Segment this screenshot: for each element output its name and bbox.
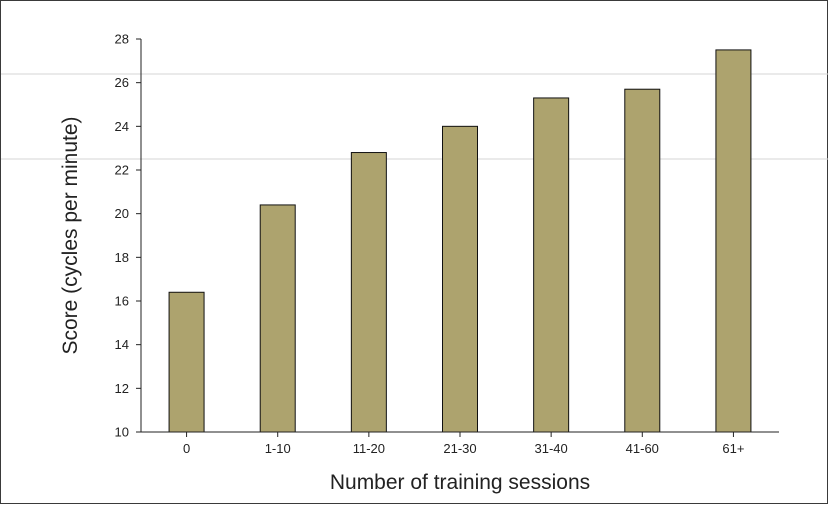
- bar-1-10: [259, 204, 296, 433]
- x-ticks-group: 0 1-10 11-20 21-30 31-40 41-60 61+: [183, 432, 744, 456]
- x-axis-title: Number of training sessions: [330, 471, 590, 494]
- x-tick-label: 11-20: [353, 441, 385, 456]
- bar-31-40: [533, 97, 570, 433]
- y-tick-label: 14: [115, 337, 129, 352]
- x-tick-label: 41-60: [626, 441, 659, 456]
- y-axis-title: Score (cycles per minute): [59, 116, 82, 354]
- x-tick-label: 0: [183, 441, 190, 456]
- bar-11-20: [350, 152, 387, 433]
- y-tick-label: 20: [115, 206, 129, 221]
- y-tick-label: 24: [115, 119, 129, 134]
- bar-41-60: [624, 88, 661, 433]
- y-tick-label: 10: [115, 425, 129, 440]
- x-tick-label: 31-40: [535, 441, 568, 456]
- bar-61+: [715, 49, 752, 433]
- x-tick-label: 1-10: [265, 441, 291, 456]
- y-tick-label: 16: [115, 294, 129, 309]
- y-tick-label: 18: [115, 250, 129, 265]
- y-tick-label: 26: [115, 75, 129, 90]
- bar-21-30: [442, 125, 478, 433]
- y-tick-label: 12: [115, 381, 129, 396]
- y-ticks-group: 10 12 14 16 18 20 22 24 26 28: [115, 32, 141, 440]
- y-tick-label: 22: [115, 163, 129, 178]
- x-tick-label: 61+: [722, 441, 744, 456]
- x-tick-label: 21-30: [443, 441, 476, 456]
- y-tick-label: 28: [115, 32, 129, 47]
- bars-group: [168, 49, 752, 433]
- bar-0: [168, 291, 205, 433]
